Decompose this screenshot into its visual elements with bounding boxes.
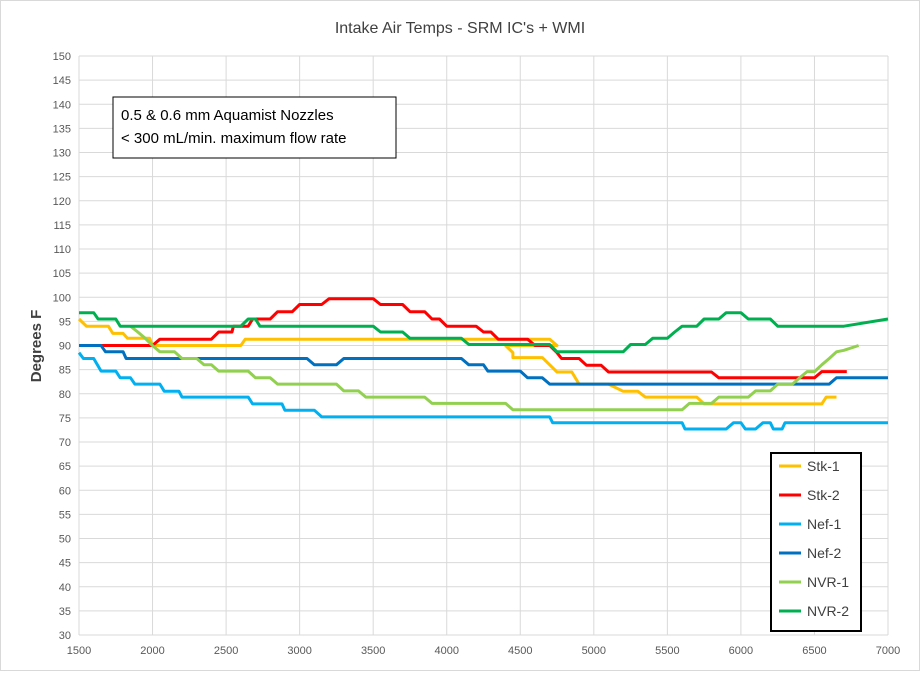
x-tick-label: 3500	[361, 645, 385, 657]
x-tick-label: 4500	[508, 645, 532, 657]
y-tick-label: 140	[53, 99, 71, 111]
y-tick-label: 40	[59, 582, 71, 594]
x-tick-label: 1500	[67, 645, 91, 657]
y-tick-label: 125	[53, 172, 71, 184]
y-tick-label: 45	[59, 558, 71, 570]
y-tick-label: 115	[53, 220, 71, 232]
y-tick-label: 50	[59, 534, 71, 546]
y-tick-label: 65	[59, 461, 71, 473]
legend-label: NVR-2	[807, 603, 849, 619]
legend-label: Stk-2	[807, 487, 840, 503]
y-tick-label: 70	[59, 437, 71, 449]
legend: Stk-1 Stk-2 Nef-1 Nef-2 NVR-1 NVR-2	[770, 452, 862, 632]
legend-label: Stk-1	[807, 458, 840, 474]
y-tick-label: 135	[53, 123, 71, 135]
legend-box	[770, 452, 862, 632]
y-tick-label: 60	[59, 485, 71, 497]
legend-label: Nef-2	[807, 545, 841, 561]
x-tick-label: 5500	[655, 645, 679, 657]
y-tick-label: 130	[53, 148, 71, 160]
series-lines	[77, 297, 889, 431]
series-line-nef-1	[77, 351, 888, 431]
y-tick-label: 150	[53, 51, 71, 63]
y-axis-label: Degrees F	[28, 310, 45, 383]
series-line-nef-2	[79, 344, 888, 386]
y-axis-ticks: 30 35 40 45 50 55 60 65 70 75 80 85 90 95 100 105 110 115…	[53, 51, 71, 642]
y-tick-label: 105	[53, 268, 71, 280]
y-tick-label: 80	[59, 389, 71, 401]
x-tick-label: 2000	[140, 645, 164, 657]
y-tick-label: 120	[53, 196, 71, 208]
x-tick-label: 5000	[582, 645, 606, 657]
x-axis-ticks: 1500 2000 2500 3000 3500 4000 4500 5000 5500 6000…	[67, 645, 900, 657]
x-tick-label: 7000	[876, 645, 900, 657]
series-line-nvr-2	[79, 311, 889, 354]
y-tick-label: 30	[59, 630, 71, 642]
x-tick-label: 2500	[214, 645, 238, 657]
y-tick-label: 55	[59, 509, 71, 521]
chart-title: Intake Air Temps - SRM IC's + WMI	[335, 20, 585, 37]
series-line-stk-1	[77, 317, 837, 406]
series-line-nvr-1	[129, 325, 860, 412]
y-tick-label: 75	[59, 413, 71, 425]
x-tick-label: 4000	[434, 645, 458, 657]
y-tick-label: 85	[59, 365, 71, 377]
legend-label: NVR-1	[807, 574, 849, 590]
y-tick-label: 110	[53, 244, 71, 256]
legend-label: Nef-1	[807, 516, 841, 532]
y-tick-label: 100	[53, 292, 71, 304]
annotation-line-2: < 300 mL/min. maximum flow rate	[121, 130, 347, 147]
y-tick-label: 95	[59, 316, 71, 328]
y-tick-label: 35	[59, 606, 71, 618]
x-tick-label: 6000	[729, 645, 753, 657]
x-tick-label: 6500	[802, 645, 826, 657]
y-tick-label: 145	[53, 75, 71, 87]
series-line-stk-2	[101, 297, 847, 380]
annotation-box: 0.5 & 0.6 mm Aquamist Nozzles < 300 mL/m…	[112, 96, 397, 159]
annotation-line-1: 0.5 & 0.6 mm Aquamist Nozzles	[121, 107, 334, 124]
x-tick-label: 3000	[287, 645, 311, 657]
y-tick-label: 90	[59, 341, 71, 353]
